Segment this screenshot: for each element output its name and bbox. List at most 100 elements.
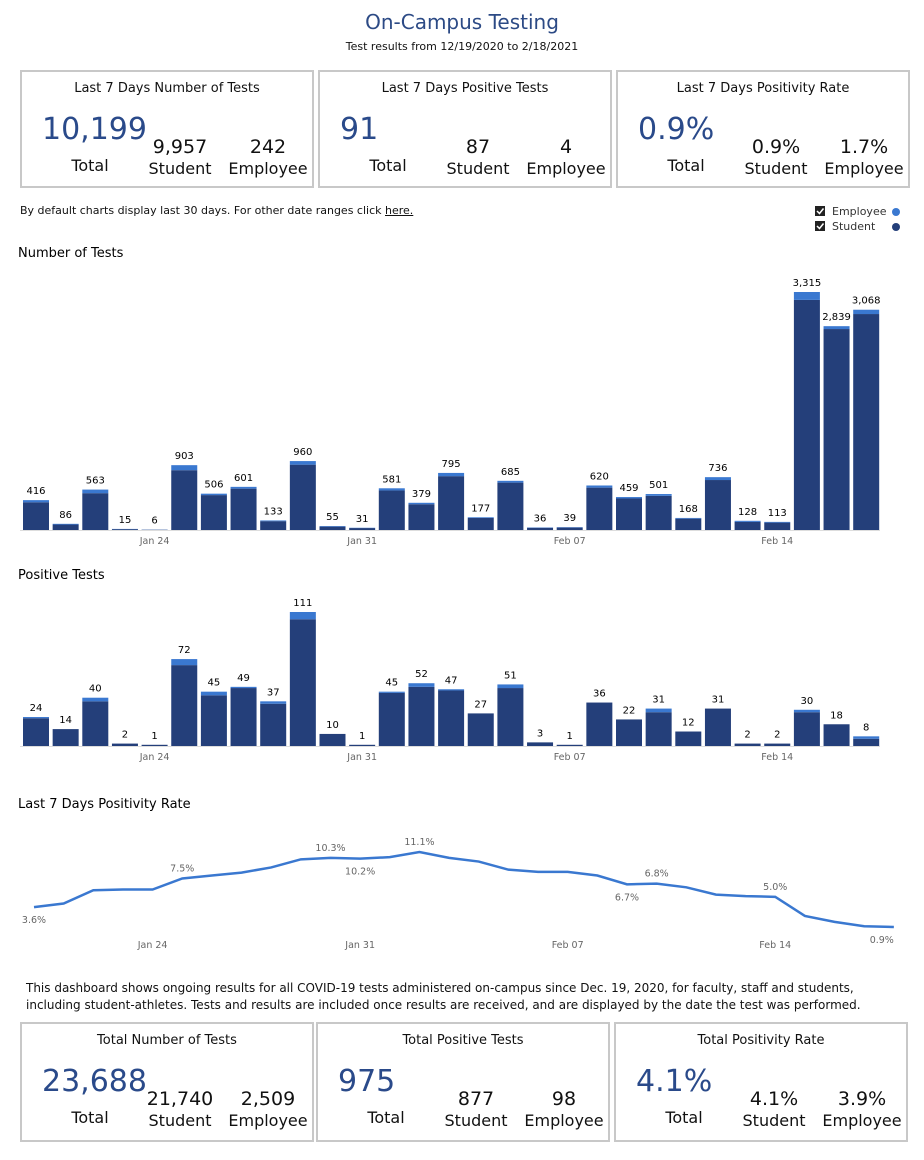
bar-segment	[616, 719, 642, 746]
student-value: 877	[457, 1088, 495, 1110]
bar-segment	[527, 742, 554, 746]
bar-segment	[230, 686, 257, 689]
bar-label: 1	[359, 731, 365, 742]
bar-segment	[171, 665, 198, 746]
bar-label: 903	[175, 451, 194, 462]
total-label: Total	[665, 1108, 703, 1127]
bar-segment	[764, 521, 791, 523]
employee-value: 242	[249, 136, 287, 158]
bar-segment	[23, 500, 49, 503]
bar-label: 111	[293, 598, 312, 609]
bar-segment	[52, 523, 79, 525]
student-label: Student	[444, 1111, 508, 1130]
bar-segment	[378, 490, 405, 530]
bar-segment	[734, 520, 761, 522]
bar-segment	[408, 502, 435, 505]
bar-label: 2,839	[822, 312, 851, 323]
bar-label: 416	[26, 486, 45, 497]
bar-label: 128	[738, 507, 757, 518]
bar-segment	[645, 495, 672, 530]
bar-segment	[171, 659, 198, 666]
chart-title: Last 7 Days Positivity Rate	[18, 797, 191, 812]
bar-segment	[793, 292, 820, 300]
bar-label: 601	[234, 473, 253, 484]
bar-segment	[497, 482, 524, 530]
bar-segment	[23, 718, 49, 746]
bar-label: 501	[649, 480, 668, 491]
bar-label: 1	[567, 731, 573, 742]
bar-segment	[349, 744, 376, 746]
employee-value: 1.7%	[839, 136, 889, 158]
bar-segment	[675, 517, 702, 519]
student-value: 4.1%	[749, 1088, 799, 1110]
legend-checkbox	[815, 206, 825, 216]
bar-segment	[616, 497, 642, 499]
bar-segment	[704, 708, 731, 746]
bar-segment	[230, 688, 257, 746]
bar-label: 1	[151, 731, 157, 742]
bar-label: 31	[356, 514, 369, 525]
x-tick-label: Feb 07	[554, 752, 586, 763]
chart-title: Positive Tests	[18, 568, 105, 583]
employee-label: Employee	[228, 159, 308, 178]
bar-segment	[467, 713, 494, 746]
bar-label: 3,068	[852, 296, 881, 307]
bar-segment	[823, 329, 850, 530]
bar-segment	[171, 470, 198, 530]
chart-title: Number of Tests	[18, 246, 124, 261]
bar-label: 685	[501, 467, 520, 478]
bar-label: 113	[768, 508, 787, 519]
bar-segment	[141, 744, 168, 746]
kpi-card: Total Positive Tests 975 Total 877 Student 98…	[316, 1022, 610, 1142]
bar-label: 22	[623, 705, 636, 716]
bar-segment	[438, 689, 465, 691]
employee-value: 3.9%	[837, 1088, 887, 1110]
employee-label: Employee	[822, 1111, 902, 1130]
bar-segment	[52, 729, 79, 746]
x-tick-label: Feb 14	[761, 536, 793, 547]
page-title: On-Campus Testing	[365, 10, 559, 34]
bar-label: 620	[590, 471, 609, 482]
x-tick-label: Jan 24	[137, 940, 168, 951]
point-label: 11.1%	[404, 837, 434, 848]
bar-segment	[823, 724, 850, 746]
point-label: 6.7%	[615, 892, 639, 903]
bar-segment	[289, 461, 316, 465]
card-title: Total Positivity Rate	[697, 1033, 825, 1048]
bar-segment	[734, 521, 761, 530]
bar-label: 39	[563, 513, 576, 524]
x-tick-label: Jan 31	[344, 940, 375, 951]
legend-check	[816, 223, 825, 230]
bar-segment	[378, 692, 405, 746]
bar-label: 6	[151, 516, 157, 527]
bar-segment	[319, 733, 346, 746]
bar-segment	[260, 701, 287, 704]
card-title: Total Number of Tests	[97, 1033, 237, 1048]
bar-segment	[586, 702, 613, 746]
bar-label: 2	[774, 730, 780, 741]
employee-value: 98	[551, 1088, 577, 1110]
bar-segment	[23, 502, 49, 530]
bar-label: 18	[830, 710, 843, 721]
legend-label: Student	[832, 220, 876, 233]
bar-segment	[200, 695, 227, 746]
bar-segment	[853, 736, 880, 739]
student-value: 21,740	[146, 1088, 214, 1110]
x-tick-label: Feb 07	[552, 940, 584, 951]
bar-segment	[289, 619, 316, 746]
bar-segment	[793, 709, 820, 713]
x-tick-label: Feb 14	[761, 752, 793, 763]
bar-segment	[823, 326, 850, 330]
bar-label: 31	[712, 695, 725, 706]
bar-segment	[497, 688, 524, 746]
bar-segment	[408, 683, 435, 687]
bar-segment	[260, 703, 287, 746]
bar-segment	[319, 526, 346, 530]
total-value: 23,688	[42, 1064, 147, 1099]
date-range-link[interactable]: here.	[385, 204, 414, 217]
bar-segment	[200, 493, 227, 496]
rate-line	[33, 850, 894, 929]
bar-segment	[764, 743, 791, 746]
bar-segment	[378, 488, 405, 491]
bar-segment	[616, 498, 642, 530]
